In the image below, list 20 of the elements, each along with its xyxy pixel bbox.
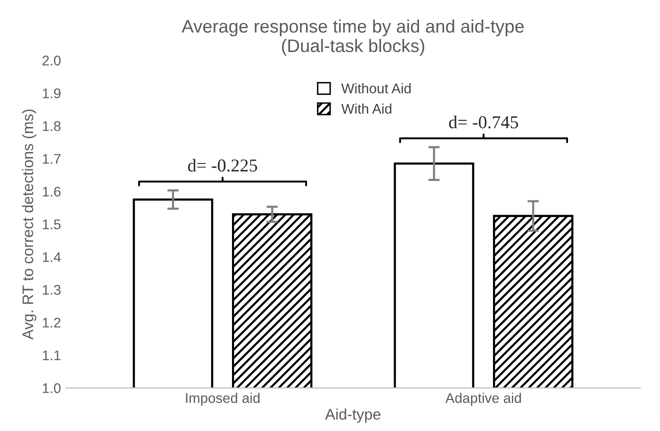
x-tick-label: Imposed aid (186, 392, 260, 406)
y-tick-label: 1.0 (42, 383, 61, 394)
annotation: d= -0.225 (188, 158, 258, 172)
chart-title: Average response time by aid and aid-type (Dual-task blocks) (182, 19, 524, 56)
y-tick-label: 1.9 (42, 88, 60, 98)
y-tick-label: 1.4 (42, 252, 61, 262)
y-tick-label: 1.7 (42, 154, 60, 164)
x-axis-title: Aid-type (325, 408, 380, 423)
y-tick-label: 2.0 (42, 56, 61, 66)
annotation: d= -0.745 (449, 116, 518, 128)
y-tick-label: 1.3 (42, 284, 61, 295)
y-tick-label: 1.5 (42, 220, 61, 230)
y-tick-label: 1.6 (42, 186, 61, 197)
legend-label: Without Aid (341, 83, 411, 94)
y-axis-title: Avg. RT to correct detections (ms) (22, 110, 36, 340)
y-tick-label: 1.2 (42, 318, 60, 328)
legend-label: With Aid (341, 104, 392, 114)
y-tick-label: 1.8 (42, 121, 61, 132)
x-tick-label: Adaptive aid (445, 392, 521, 406)
y-tick-label: 1.1 (42, 350, 60, 360)
